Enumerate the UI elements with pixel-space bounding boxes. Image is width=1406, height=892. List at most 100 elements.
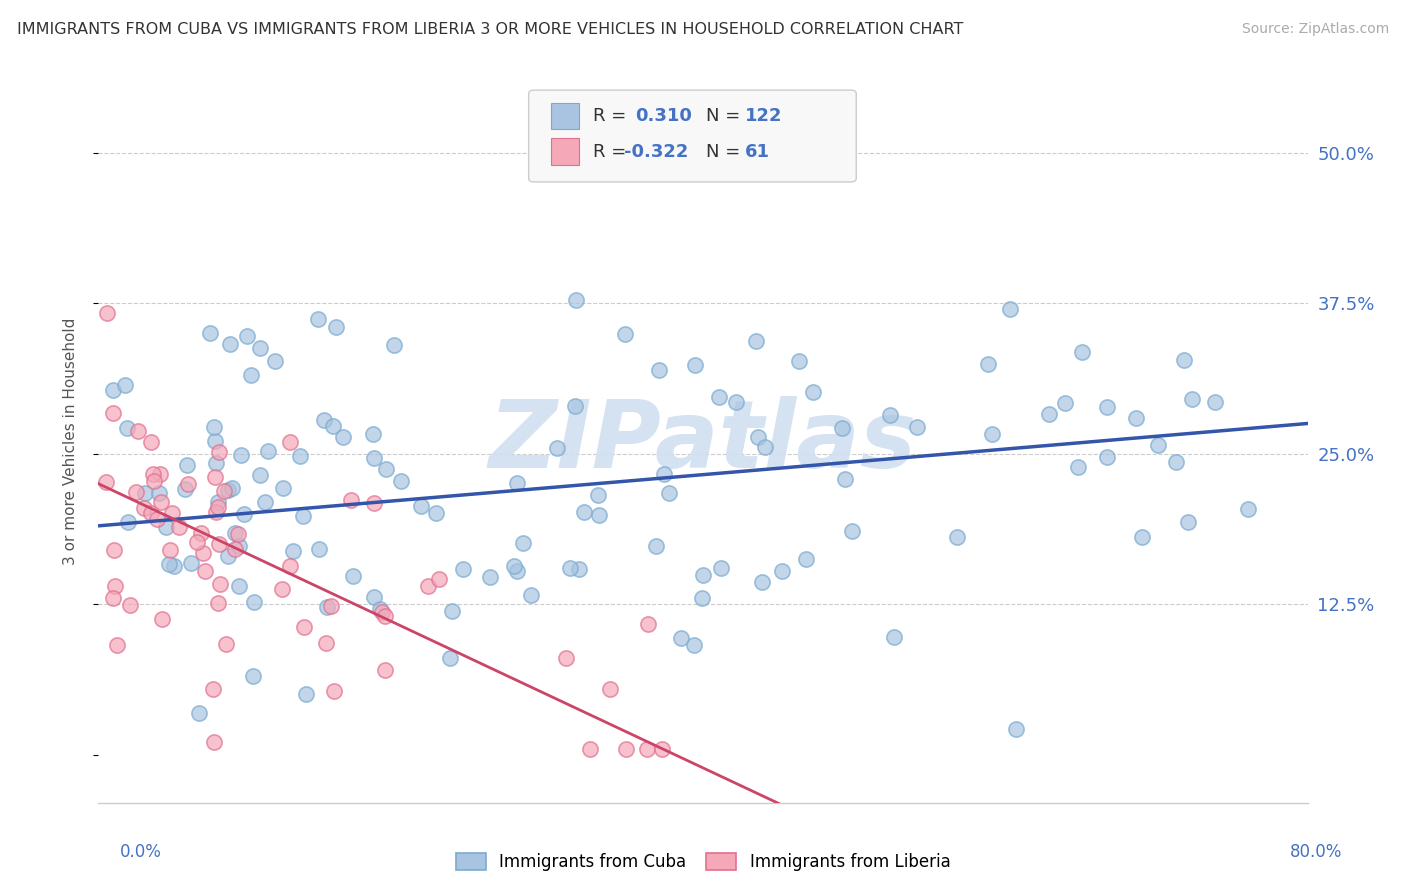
Text: IMMIGRANTS FROM CUBA VS IMMIGRANTS FROM LIBERIA 3 OR MORE VEHICLES IN HOUSEHOLD : IMMIGRANTS FROM CUBA VS IMMIGRANTS FROM … xyxy=(17,22,963,37)
Point xyxy=(506,476,529,491)
Text: Source: ZipAtlas.com: Source: ZipAtlas.com xyxy=(1241,22,1389,37)
Point xyxy=(212,483,235,498)
Point xyxy=(202,735,225,749)
Text: 0.0%: 0.0% xyxy=(120,843,162,861)
Point xyxy=(115,421,138,435)
Point xyxy=(249,341,271,355)
Point xyxy=(224,541,246,556)
Point xyxy=(157,557,180,571)
Point xyxy=(142,467,165,481)
Point xyxy=(690,591,713,606)
Point xyxy=(558,561,581,575)
Point xyxy=(177,477,200,491)
Point xyxy=(256,443,278,458)
Point xyxy=(160,507,183,521)
Text: 122: 122 xyxy=(745,107,783,125)
Point xyxy=(132,501,155,516)
Text: ZIPatlas: ZIPatlas xyxy=(489,395,917,488)
Point xyxy=(96,306,118,320)
Point xyxy=(292,509,315,524)
Point xyxy=(1164,455,1187,469)
Text: 80.0%: 80.0% xyxy=(1291,843,1343,861)
Point xyxy=(879,408,901,422)
Point xyxy=(322,684,344,698)
Point xyxy=(1070,345,1092,359)
Text: R =: R = xyxy=(593,107,633,125)
Point xyxy=(998,302,1021,317)
Point xyxy=(201,682,224,697)
Point xyxy=(226,527,249,541)
Point xyxy=(278,435,301,450)
Point xyxy=(145,512,167,526)
Point xyxy=(295,687,318,701)
Point xyxy=(149,467,172,481)
Point xyxy=(371,605,394,619)
Point xyxy=(905,420,928,434)
Point xyxy=(224,525,246,540)
Point xyxy=(149,495,172,509)
Point xyxy=(614,741,637,756)
Point xyxy=(249,468,271,483)
Point xyxy=(579,741,602,756)
Point xyxy=(375,462,398,476)
Point xyxy=(1173,353,1195,368)
Point xyxy=(652,467,675,482)
Point xyxy=(342,569,364,583)
Point xyxy=(96,475,118,490)
Point xyxy=(315,636,337,650)
Point xyxy=(187,706,209,720)
Point xyxy=(114,378,136,392)
Point xyxy=(1181,392,1204,406)
Point xyxy=(478,570,501,584)
Point xyxy=(613,327,636,342)
Point xyxy=(651,741,673,756)
Point xyxy=(307,312,329,326)
Point xyxy=(101,406,124,420)
Point xyxy=(648,363,671,377)
Point xyxy=(801,384,824,399)
Point xyxy=(242,668,264,682)
Point xyxy=(281,543,304,558)
Point xyxy=(103,542,125,557)
Point xyxy=(439,651,461,665)
Point xyxy=(751,574,773,589)
Point xyxy=(682,638,704,652)
Point xyxy=(204,456,226,470)
Point xyxy=(231,448,253,462)
Point xyxy=(180,556,202,570)
Point xyxy=(547,441,569,455)
Point xyxy=(977,357,1000,371)
Point xyxy=(451,562,474,576)
Point xyxy=(1095,450,1118,464)
Point xyxy=(235,329,257,343)
Point xyxy=(564,293,586,308)
Point xyxy=(125,485,148,500)
Point xyxy=(217,483,239,497)
Point xyxy=(176,458,198,472)
Point xyxy=(134,485,156,500)
Point xyxy=(105,638,128,652)
Point xyxy=(644,539,666,553)
Point xyxy=(1177,515,1199,529)
Point xyxy=(1054,396,1077,410)
Point xyxy=(787,354,810,368)
Text: -0.322: -0.322 xyxy=(624,143,689,161)
Point xyxy=(1147,438,1170,452)
Point xyxy=(332,430,354,444)
Point xyxy=(104,579,127,593)
Point xyxy=(319,599,342,613)
Point xyxy=(841,524,863,538)
Point xyxy=(139,506,162,520)
Point xyxy=(208,537,231,551)
Point xyxy=(207,596,229,610)
Point xyxy=(754,440,776,454)
Point xyxy=(150,612,173,626)
Point xyxy=(228,579,250,593)
Legend: Immigrants from Cuba, Immigrants from Liberia: Immigrants from Cuba, Immigrants from Li… xyxy=(449,846,957,878)
Point xyxy=(599,682,621,697)
Point xyxy=(416,579,439,593)
Point xyxy=(744,334,766,348)
Point xyxy=(389,474,412,488)
Point xyxy=(692,567,714,582)
Point xyxy=(139,434,162,449)
